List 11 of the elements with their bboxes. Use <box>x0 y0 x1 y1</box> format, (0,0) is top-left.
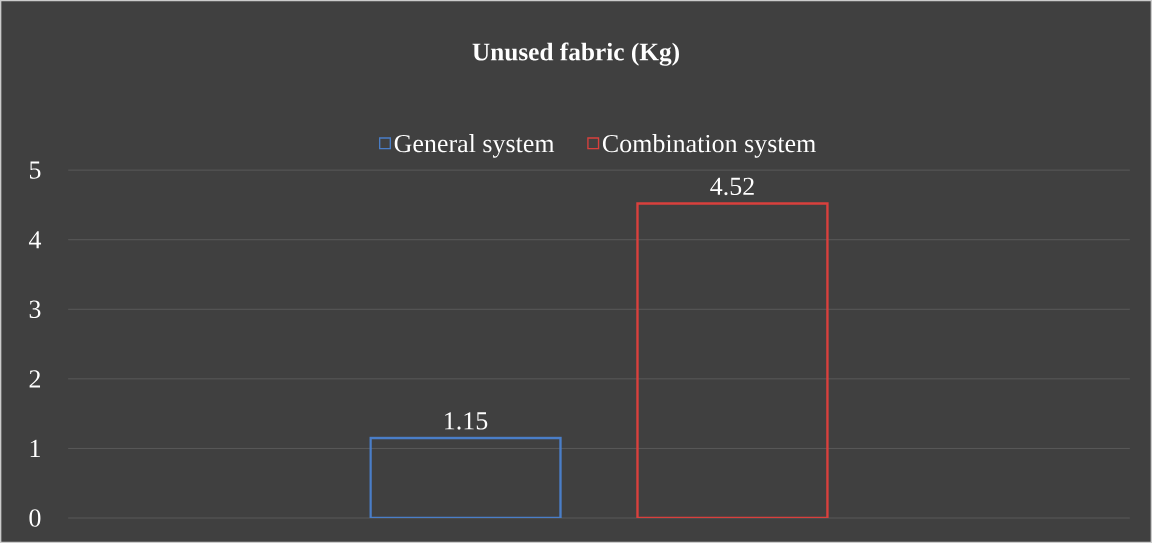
chart-title: Unused fabric (Kg) <box>472 42 679 66</box>
y-tick-label: 5 <box>29 161 41 179</box>
y-tick-label: 2 <box>29 370 41 388</box>
legend-label: Combination system <box>602 133 816 158</box>
y-tick-label: 3 <box>29 300 41 318</box>
y-tick-label: 1 <box>30 439 40 457</box>
legend-label: General system <box>394 133 555 158</box>
data-label: 1.15 <box>445 412 488 430</box>
y-tick-label: 4 <box>28 231 42 249</box>
data-label: 4.52 <box>710 177 754 196</box>
y-tick-label: 0 <box>29 509 41 527</box>
